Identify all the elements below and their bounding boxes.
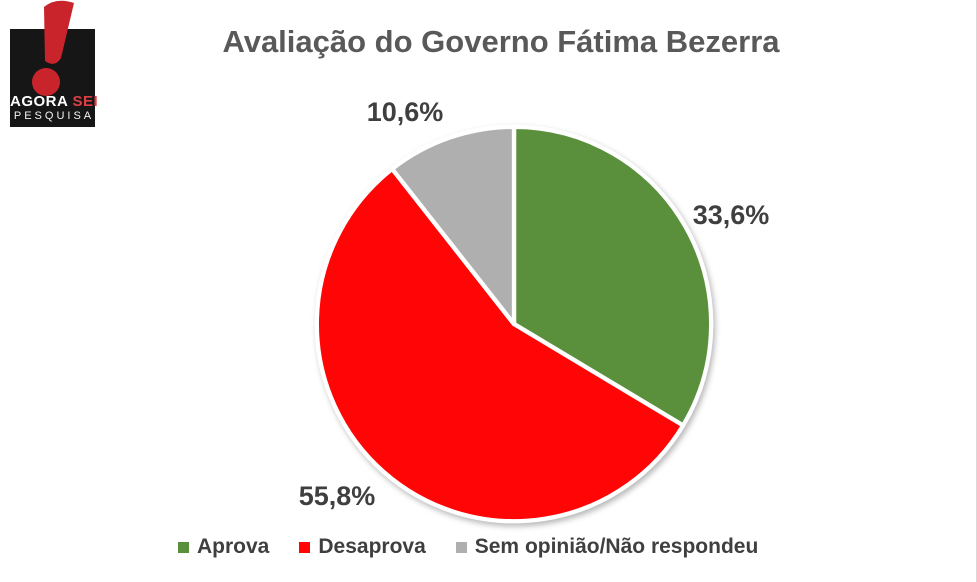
pie-slice-aprova <box>511 124 714 428</box>
legend-swatch-red <box>299 541 311 553</box>
chart-legend: Aprova Desaprova Sem opinião/Não respond… <box>178 532 758 562</box>
legend-item-sem-opiniao: Sem opinião/Não respondeu <box>455 535 759 559</box>
legend-item-aprova: Aprova <box>178 535 269 559</box>
chart-title: Avaliação do Governo Fátima Bezerra <box>222 24 780 59</box>
pie-slice-desaprova <box>314 166 686 524</box>
legend-label: Aprova <box>197 535 270 558</box>
logo-text-pesquisa: PESQUISA <box>13 110 95 122</box>
logo-text-sei: SEI <box>72 93 99 110</box>
legend-item-desaprova: Desaprova <box>299 535 426 559</box>
pie-slice-sem-opini-o-n-o-respondeu <box>389 124 517 327</box>
data-label-desaprova: 55,8% <box>298 481 376 511</box>
legend-label: Desaprova <box>318 535 426 558</box>
logo-wordmark: AGORA SEI <box>10 93 99 110</box>
data-label-aprova: 33,6% <box>692 200 770 230</box>
pie-chart <box>314 124 714 524</box>
logo-text-agora: AGORA <box>10 93 68 110</box>
exclamation-icon <box>32 0 74 96</box>
agora-sei-logo: AGORA SEI PESQUISA <box>10 0 100 130</box>
pie-chart-area <box>303 113 725 535</box>
legend-label: Sem opinião/Não respondeu <box>474 535 759 558</box>
legend-swatch-gray <box>455 541 467 553</box>
legend-swatch-green <box>178 541 189 553</box>
data-label-sem-opiniao: 10,6% <box>366 97 444 127</box>
